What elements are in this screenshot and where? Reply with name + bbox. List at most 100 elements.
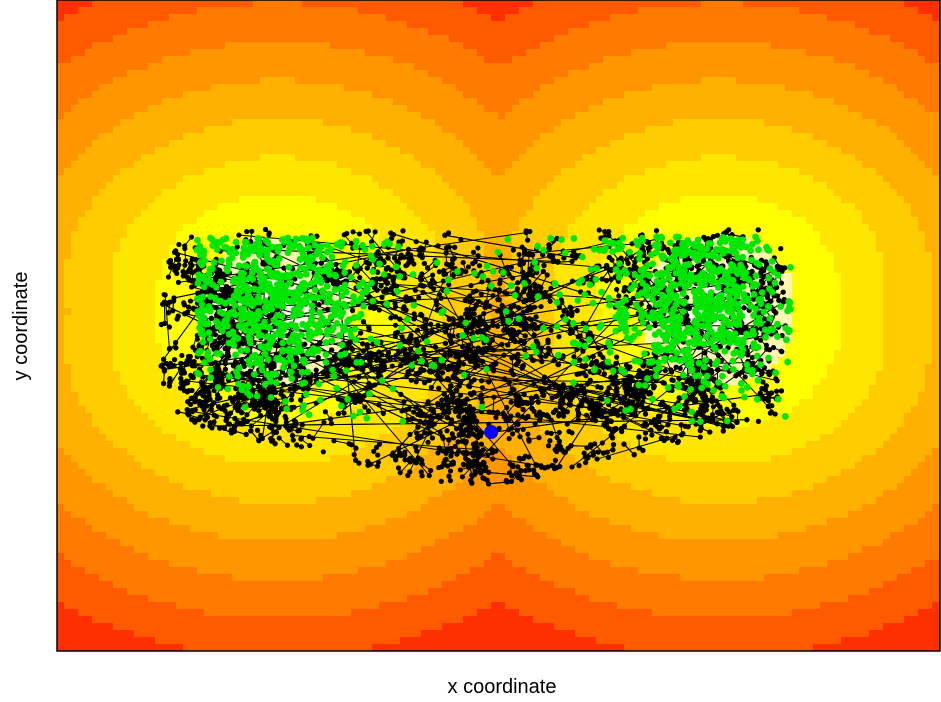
contour-cell: [246, 203, 254, 211]
contour-cell: [652, 21, 660, 29]
contour-cell: [547, 42, 555, 50]
contour-cell: [71, 105, 79, 113]
contour-cell: [505, 35, 513, 43]
contour-cell: [785, 126, 793, 134]
contour-cell: [288, 35, 296, 43]
contour-cell: [498, 0, 506, 8]
contour-cell: [99, 182, 107, 190]
contour-cell: [687, 14, 695, 22]
contour-cell: [148, 182, 156, 190]
contour-cell: [330, 7, 338, 15]
contour-cell: [400, 77, 408, 85]
contour-cell: [211, 217, 219, 225]
contour-cell: [323, 182, 331, 190]
contour-cell: [561, 105, 569, 113]
contour-cell: [750, 210, 758, 218]
contour-cell: [533, 112, 541, 120]
contour-cell: [813, 161, 821, 169]
contour-cell: [113, 154, 121, 162]
contour-cell: [638, 168, 646, 176]
contour-cell: [547, 112, 555, 120]
contour-cell: [505, 161, 513, 169]
contour-cell: [127, 98, 135, 106]
contour-cell: [547, 7, 555, 15]
contour-cell: [169, 84, 177, 92]
contour-cell: [470, 42, 478, 50]
contour-cell: [344, 112, 352, 120]
contour-cell: [932, 182, 940, 190]
contour-cell: [827, 182, 835, 190]
contour-cell: [652, 49, 660, 57]
contour-cell: [176, 14, 184, 22]
contour-cell: [232, 49, 240, 57]
contour-cell: [379, 49, 387, 57]
contour-cell: [232, 70, 240, 78]
contour-cell: [442, 21, 450, 29]
contour-cell: [190, 175, 198, 183]
contour-cell: [477, 0, 485, 8]
contour-cell: [519, 112, 527, 120]
contour-cell: [463, 70, 471, 78]
contour-cell: [218, 98, 226, 106]
contour-cell: [932, 77, 940, 85]
contour-cell: [379, 168, 387, 176]
contour-cell: [162, 147, 170, 155]
contour-cell: [617, 203, 625, 211]
contour-cell: [463, 203, 471, 211]
contour-cell: [267, 0, 275, 8]
contour-cell: [197, 175, 205, 183]
contour-cell: [134, 35, 142, 43]
contour-cell: [267, 119, 275, 127]
contour-cell: [323, 21, 331, 29]
contour-cell: [526, 91, 534, 99]
contour-cell: [253, 91, 261, 99]
contour-cell: [911, 112, 919, 120]
contour-cell: [288, 119, 296, 127]
contour-cell: [701, 203, 709, 211]
contour-cell: [267, 7, 275, 15]
contour-cell: [554, 70, 562, 78]
contour-cell: [869, 14, 877, 22]
contour-cell: [694, 63, 702, 71]
contour-cell: [554, 28, 562, 36]
contour-cell: [316, 140, 324, 148]
contour-cell: [799, 84, 807, 92]
contour-cell: [505, 196, 513, 204]
contour-cell: [743, 7, 751, 15]
contour-cell: [302, 105, 310, 113]
contour-cell: [64, 168, 72, 176]
contour-cell: [218, 133, 226, 141]
contour-cell: [554, 119, 562, 127]
contour-cell: [645, 77, 653, 85]
contour-cell: [589, 105, 597, 113]
contour-cell: [323, 98, 331, 106]
contour-cell: [568, 77, 576, 85]
contour-cell: [351, 14, 359, 22]
contour-cell: [771, 203, 779, 211]
contour-cell: [456, 203, 464, 211]
contour-cell: [575, 98, 583, 106]
contour-cell: [764, 7, 772, 15]
contour-cell: [512, 175, 520, 183]
contour-cell: [337, 217, 345, 225]
contour-cell: [813, 196, 821, 204]
contour-cell: [85, 70, 93, 78]
contour-cell: [92, 126, 100, 134]
contour-cell: [736, 161, 744, 169]
contour-cell: [463, 182, 471, 190]
contour-cell: [694, 70, 702, 78]
contour-cell: [274, 91, 282, 99]
contour-cell: [897, 70, 905, 78]
contour-cell: [260, 77, 268, 85]
contour-cell: [400, 154, 408, 162]
contour-cell: [435, 14, 443, 22]
contour-cell: [757, 70, 765, 78]
contour-cell: [897, 77, 905, 85]
contour-cell: [421, 161, 429, 169]
contour-cell: [407, 77, 415, 85]
contour-cell: [827, 63, 835, 71]
contour-cell: [932, 98, 940, 106]
contour-cell: [687, 0, 695, 8]
contour-cell: [925, 28, 933, 36]
contour-cell: [694, 77, 702, 85]
